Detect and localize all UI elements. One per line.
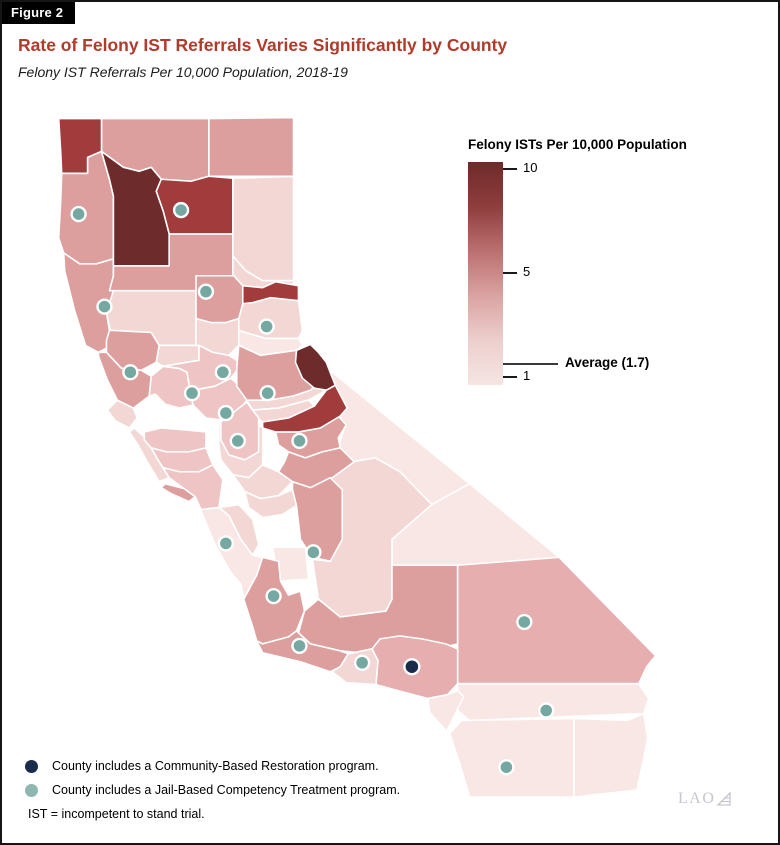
jbct-dot-marker [538, 702, 555, 719]
ist-footnote: IST = incompetent to stand trial. [28, 807, 205, 821]
county-region [573, 712, 649, 798]
lao-watermark: LAO [678, 790, 733, 808]
colorbar-tick-label: 10 [523, 160, 538, 175]
jbct-dot-marker [291, 637, 308, 655]
jbct-dot-marker [197, 283, 215, 300]
jbct-dot-marker [498, 759, 515, 776]
county-region [105, 329, 160, 372]
jbct-legend-dot [25, 783, 38, 797]
county-region [261, 384, 349, 433]
county-region [456, 556, 657, 685]
jbct-dot-marker [258, 318, 275, 335]
jbct-dot-marker [305, 544, 322, 561]
average-line [503, 363, 558, 365]
figure-subtitle: Felony IST Referrals Per 10,000 Populati… [18, 64, 348, 80]
county-region [456, 682, 650, 722]
jbct-dot-marker [172, 201, 190, 219]
jbct-dot-marker [96, 298, 113, 315]
jbct-legend-row: County includes a Jail-Based Competency … [25, 783, 400, 797]
jbct-legend-label: County includes a Jail-Based Competency … [52, 783, 401, 797]
jbct-dot-marker [183, 384, 201, 402]
bay-water [97, 418, 122, 460]
county-region [160, 482, 196, 503]
lao-watermark-text: LAO [678, 790, 716, 807]
jbct-dot-marker [214, 364, 232, 381]
cbr-legend-row: County includes a Community-Based Restor… [25, 759, 379, 773]
cbr-dot-marker [403, 658, 421, 676]
average-label: Average (1.7) [565, 355, 650, 370]
county-region [208, 116, 295, 178]
colorbar-title: Felony ISTs Per 10,000 Population [468, 137, 687, 152]
county-region [277, 447, 355, 489]
jbct-dot-marker [217, 535, 235, 552]
colorbar-tick-label: 5 [523, 264, 531, 279]
county-region [448, 717, 575, 798]
jbct-dot-marker [259, 384, 276, 402]
county-region [100, 150, 170, 267]
county-region [291, 476, 344, 563]
jbct-dot-marker [229, 432, 246, 450]
colorbar-tick [503, 376, 517, 378]
cbr-legend-dot [25, 759, 38, 773]
colorbar [468, 162, 503, 385]
county-region [57, 117, 103, 175]
jbct-dot-marker [122, 364, 139, 381]
cbr-legend-label: County includes a Community-Based Restor… [52, 759, 379, 773]
colorbar-tick [503, 168, 517, 170]
county-region [427, 689, 465, 733]
jbct-dot-marker [70, 205, 87, 223]
jbct-dot-marker [265, 587, 282, 605]
figure-badge: Figure 2 [2, 2, 76, 24]
lao-logo-icon [716, 791, 732, 806]
colorbar-tick-label: 1 [523, 368, 531, 383]
jbct-dot-marker [217, 404, 235, 422]
county-region [232, 175, 295, 282]
jbct-dot-marker [291, 432, 308, 450]
jbct-dot-marker [516, 613, 533, 631]
county-region [294, 343, 337, 391]
figure-title: Rate of Felony IST Referrals Varies Sign… [18, 35, 508, 55]
county-region [241, 280, 300, 305]
jbct-dot-marker [353, 654, 371, 671]
colorbar-tick [503, 272, 517, 274]
